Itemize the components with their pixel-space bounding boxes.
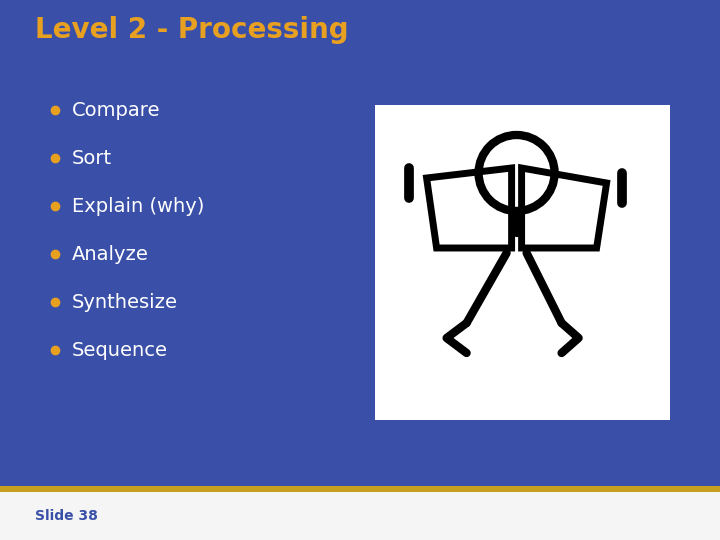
Text: Sequence: Sequence: [72, 341, 168, 360]
Text: Analyze: Analyze: [72, 245, 149, 264]
Text: Synthesize: Synthesize: [72, 293, 178, 312]
Bar: [0, 486, 720, 492]
Text: Slide 38: Slide 38: [35, 509, 98, 523]
Text: Explain (why): Explain (why): [72, 197, 204, 215]
Bar: [0, 492, 720, 540]
Text: Sort: Sort: [72, 148, 112, 167]
Bar: [375, 105, 670, 420]
Text: Compare: Compare: [72, 100, 161, 119]
Text: Level 2 - Processing: Level 2 - Processing: [35, 16, 348, 44]
